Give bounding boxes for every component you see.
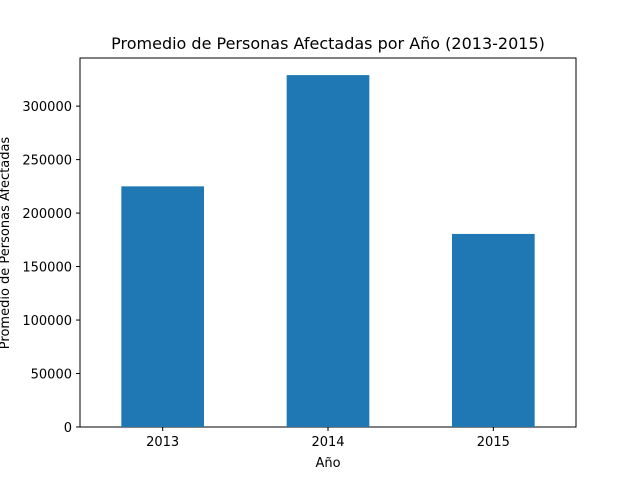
y-axis-ticks: 0 50000 100000 150000 200000 250000 300000 (22, 100, 80, 436)
bars-group (121, 75, 535, 428)
y-axis-label: Promedio de Personas Afectadas (0, 137, 13, 350)
y-tick-label: 200000 (22, 207, 72, 222)
x-tick-label: 2015 (477, 435, 510, 450)
x-tick-label: 2014 (311, 435, 344, 450)
y-tick-label: 250000 (22, 154, 72, 169)
bar-2013 (121, 186, 204, 427)
chart-title: Promedio de Personas Afectadas por Año (… (111, 34, 545, 53)
y-tick-label: 0 (64, 421, 72, 436)
bar-2014 (286, 75, 370, 428)
x-tick-label: 2013 (146, 435, 179, 450)
y-tick-label: 150000 (22, 261, 72, 276)
y-tick-label: 100000 (22, 314, 72, 329)
y-tick-label: 50000 (31, 368, 72, 383)
bar-2015 (452, 233, 535, 427)
x-axis-label: Año (315, 456, 340, 471)
x-axis-ticks: 2013 2014 2015 (146, 427, 510, 450)
y-tick-label: 300000 (22, 100, 72, 115)
